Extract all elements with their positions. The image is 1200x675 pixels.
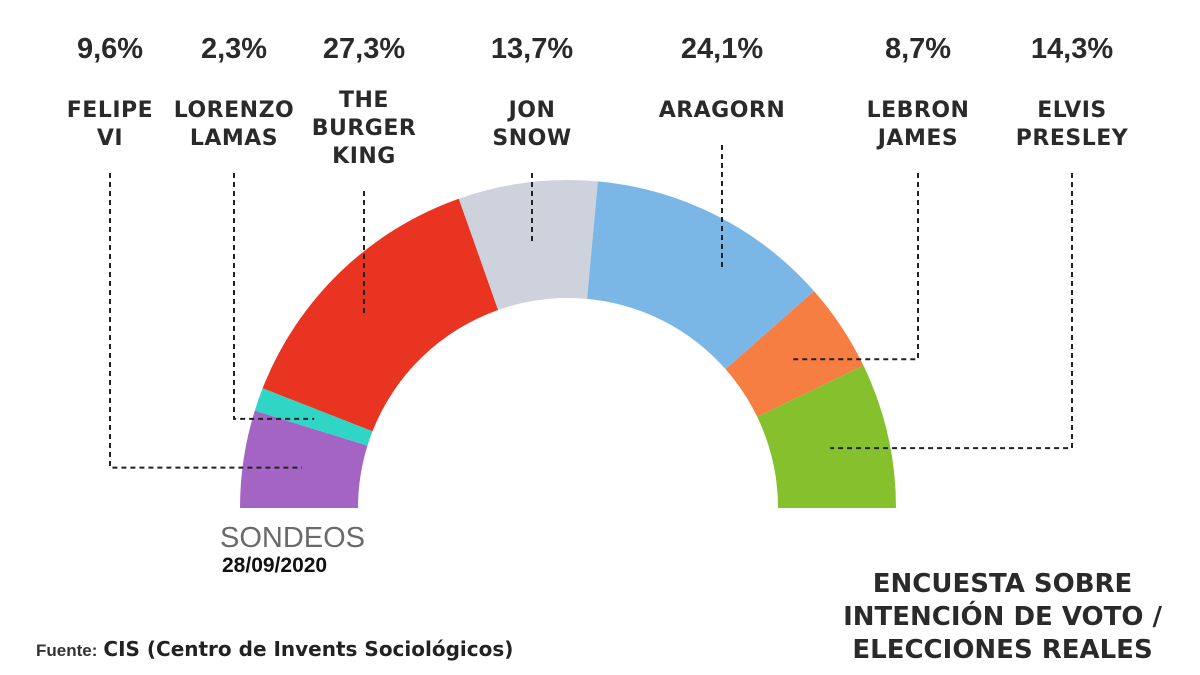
value-label: 2,3%	[201, 33, 267, 65]
leader-line	[792, 173, 919, 361]
leader-line	[830, 173, 1073, 450]
caption-line: INTENCIÓN DE VOTO /	[843, 602, 1162, 632]
caption-line: ELECCIONES REALES	[852, 635, 1153, 665]
chart-segment-4	[587, 181, 815, 370]
series-name-label: ARAGORN	[659, 98, 786, 123]
sondeos-label: SONDEOS	[220, 522, 366, 554]
chart-segment-0	[240, 410, 368, 508]
series-name-label: FELIPE VI	[67, 98, 153, 151]
source-line: Fuente: CIS (Centro de Invents Sociológic…	[36, 636, 513, 662]
source-value: CIS (Centro de Invents Sociológicos)	[103, 637, 514, 661]
caption-line: ENCUESTA SOBRE	[872, 569, 1133, 599]
series-name-label: LEBRON JAMES	[867, 98, 970, 151]
value-label: 24,1%	[681, 33, 763, 65]
series-name-label: LORENZO LAMAS	[174, 98, 294, 151]
chart-segment-6	[757, 365, 896, 508]
value-label: 14,3%	[1031, 33, 1113, 65]
chart-caption: ENCUESTA SOBRE INTENCIÓN DE VOTO / ELECC…	[843, 568, 1162, 667]
value-label: 8,7%	[885, 33, 951, 65]
source-label: Fuente:	[36, 641, 98, 660]
leader-line	[233, 173, 315, 420]
value-label: 13,7%	[491, 33, 573, 65]
value-label: 27,3%	[323, 33, 405, 65]
chart-segment-5	[725, 291, 864, 417]
series-name-label: JON SNOW	[492, 98, 571, 151]
chart-segment-2	[262, 198, 499, 432]
series-name-label: THE BURGER KING	[312, 88, 417, 169]
chart-segment-3	[458, 180, 598, 310]
poll-date: 28/09/2020	[222, 554, 328, 577]
chart-segment-1	[254, 388, 373, 446]
series-name-label: ELVIS PRESLEY	[1016, 98, 1129, 151]
value-label: 9,6%	[77, 33, 143, 65]
